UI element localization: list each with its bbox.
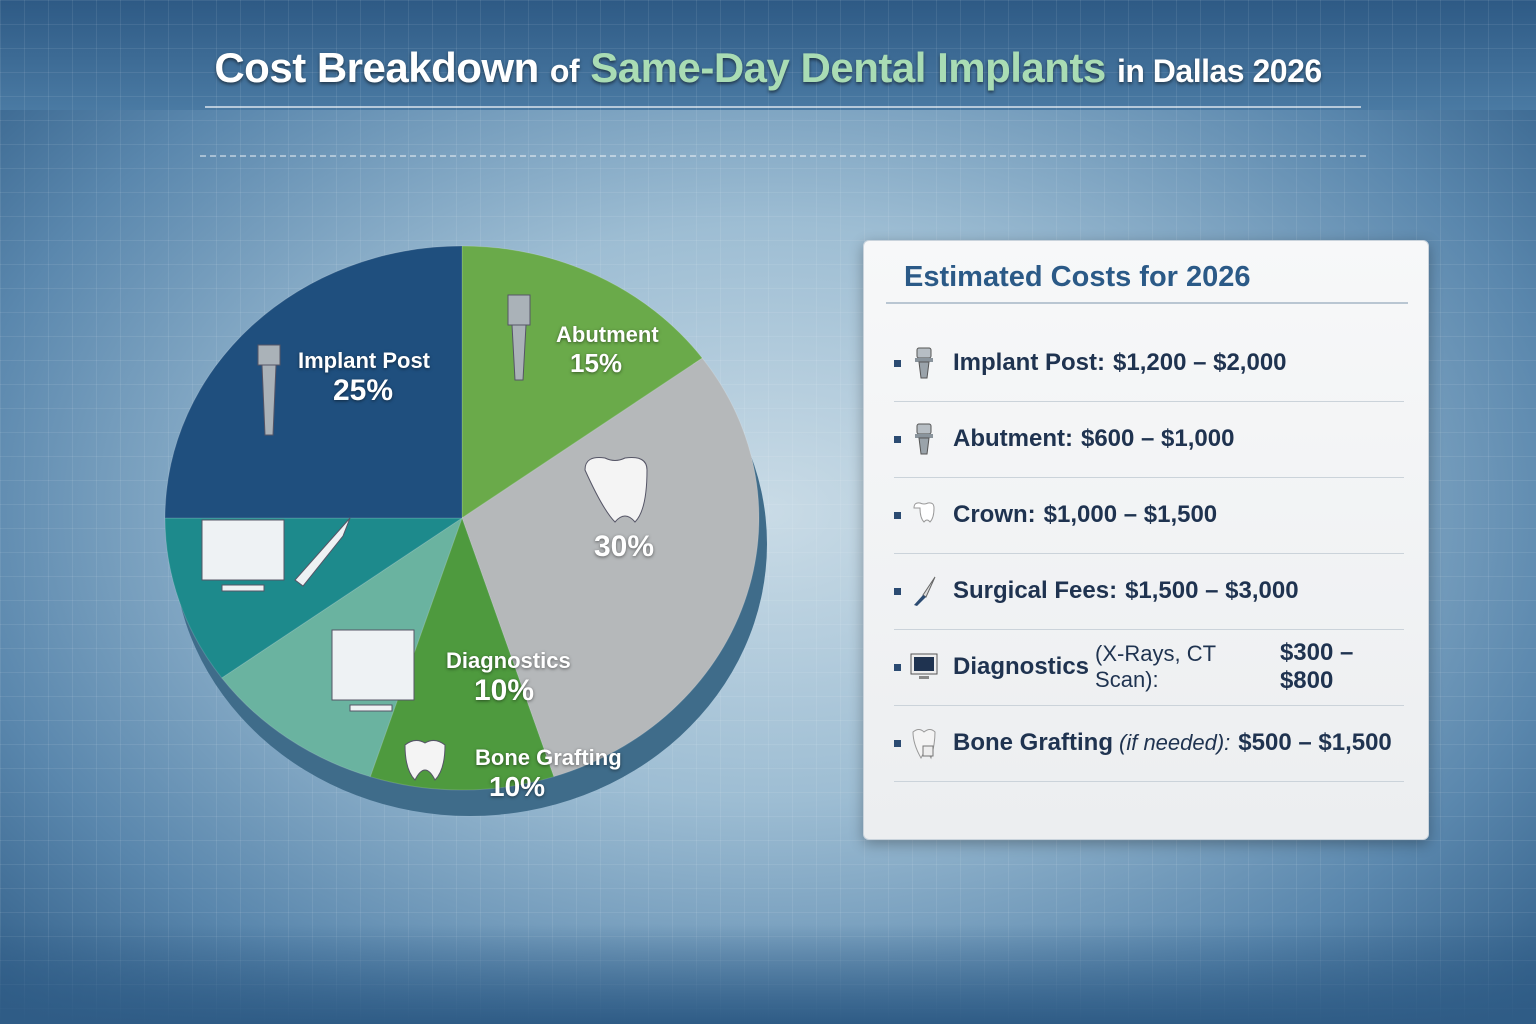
title-part: in Dallas 2026 [1116, 53, 1322, 89]
cost-list-item: Implant Post: $1,200 – $2,000 [894, 325, 1404, 402]
pie-slice-bone-grafting [369, 516, 555, 791]
slice-value: 10% [489, 771, 546, 802]
label-implant-post: Implant Post 25% [298, 348, 430, 408]
dashed-divider [200, 155, 1366, 157]
label-diagnostics: Diagnostics 10% [446, 648, 571, 708]
crown-icon [909, 498, 939, 532]
bullet [894, 511, 901, 519]
slice-label: Diagnostics [446, 648, 571, 673]
bullet [894, 587, 901, 595]
tooth-graft-icon [909, 726, 939, 760]
bullet [894, 663, 901, 671]
title-part: Cost Breakdown [214, 44, 539, 91]
slice-label: Abutment [556, 322, 659, 347]
abutment-icon [909, 422, 939, 456]
implant-screw-icon [257, 344, 281, 436]
cost-card: Estimated Costs for 2026 Implant Post: $1… [863, 240, 1429, 840]
slice-value: 10% [474, 674, 535, 707]
item-price: $300 – $800 [1279, 639, 1354, 694]
cost-list-item: Diagnostics (X-Rays, CT Scan): $300 – $800 [894, 629, 1404, 706]
implant-icon [909, 346, 939, 380]
cost-list-item: Surgical Fees: $1,500 – $3,000 [894, 553, 1404, 630]
item-qualifier: (X-Rays, CT Scan): [1095, 641, 1216, 692]
slice-value: 30% [594, 530, 655, 563]
xray-monitor-icon [331, 629, 415, 712]
label-abutment: Abutment 15% [556, 322, 659, 379]
cost-list-item: Bone Grafting (if needed): $500 – $1,500 [894, 705, 1404, 782]
bullet [894, 435, 901, 443]
label-crown: 30% [594, 530, 654, 564]
bullet [894, 739, 901, 747]
slice-label: Implant Post [298, 348, 431, 373]
label-bone-grafting: Bone Grafting 10% [475, 745, 622, 803]
item-price: $1,500 – $3,000 [1125, 577, 1299, 604]
title-divider [205, 106, 1361, 108]
item-price: $500 – $1,500 [1238, 729, 1392, 756]
item-name: Abutment: [953, 425, 1073, 452]
item-name: Bone Grafting [953, 729, 1113, 756]
scalpel-icon [909, 574, 939, 608]
abutment-icon [507, 294, 531, 381]
title-highlight: Same-Day Dental Implants [590, 44, 1106, 91]
item-name: Diagnostics [953, 653, 1090, 680]
cost-list-item: Crown: $1,000 – $1,500 [894, 477, 1404, 554]
item-name: Crown: [953, 501, 1036, 528]
footer-band [0, 924, 1536, 1024]
item-price: $1,000 – $1,500 [1043, 501, 1218, 528]
item-qualifier: (if needed): [1119, 730, 1231, 755]
item-price: $1,200 – $2,000 [1113, 349, 1287, 376]
item-name: Surgical Fees: [953, 577, 1118, 604]
cost-list-item: Abutment: $600 – $1,000 [894, 401, 1404, 478]
item-price: $600 – $1,000 [1080, 425, 1235, 452]
slice-label: Bone Grafting [475, 745, 622, 770]
title-part: of [549, 53, 580, 89]
bullet [894, 359, 901, 367]
pie-slice-crown [461, 357, 760, 778]
item-name: Implant Post: [953, 349, 1106, 376]
card-divider [886, 302, 1408, 304]
slice-value: 25% [333, 374, 394, 407]
card-heading: Estimated Costs for 2026 [904, 261, 1251, 293]
page-title: Cost Breakdown of Same-Day Dental Implan… [0, 44, 1536, 92]
monitor-scalpel-icon [201, 517, 351, 592]
slice-value: 15% [570, 348, 623, 378]
monitor-icon [909, 650, 939, 684]
tooth-graft-icon [404, 739, 446, 781]
crown-tooth-icon [584, 457, 648, 523]
pie-slice-implant-post [164, 245, 463, 519]
header-band [0, 0, 1536, 110]
